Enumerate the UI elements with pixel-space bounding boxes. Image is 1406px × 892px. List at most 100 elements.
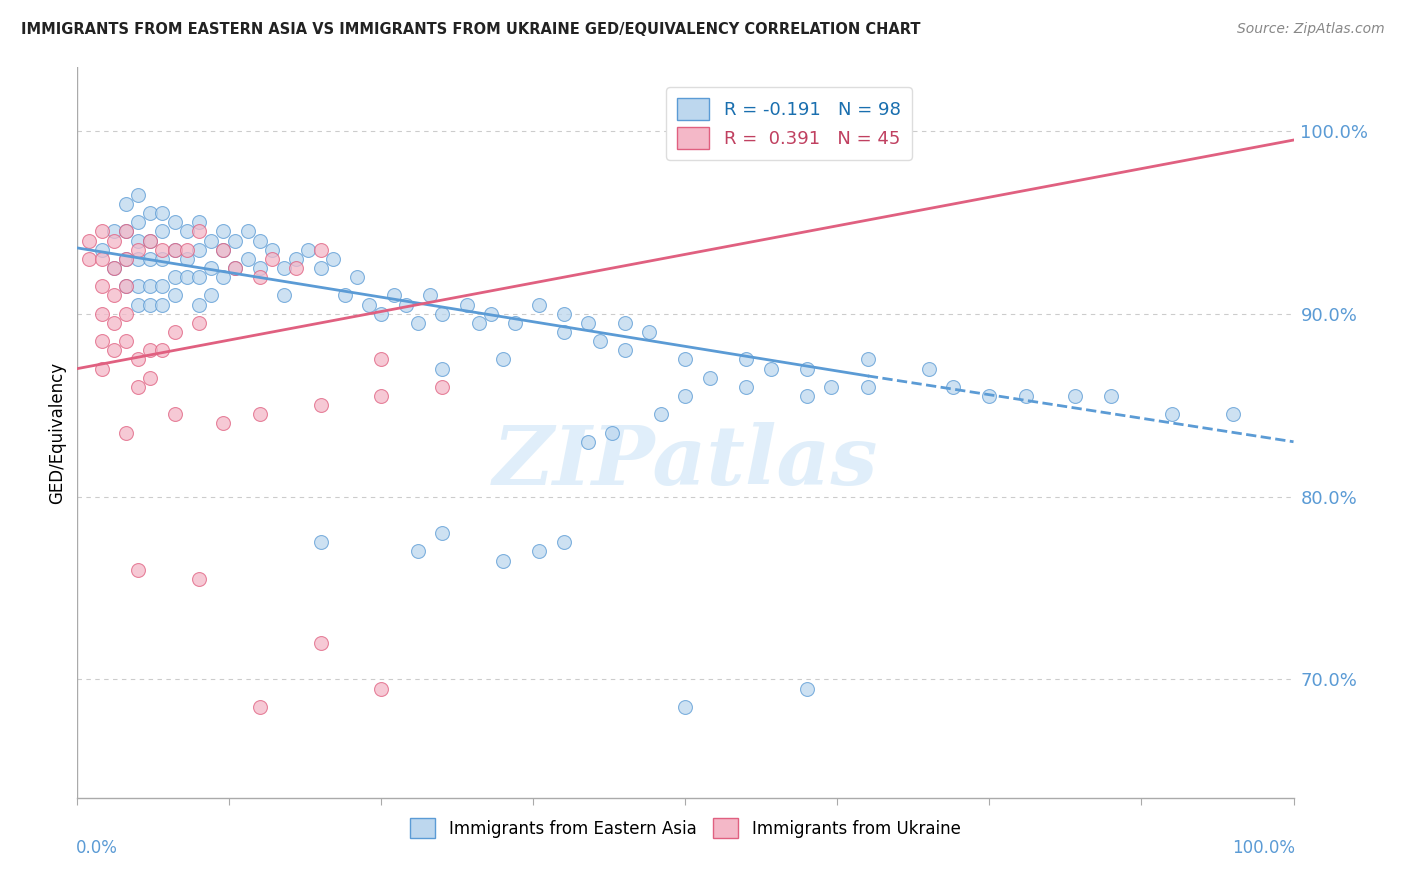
Point — [260, 252, 283, 266]
Point — [650, 407, 672, 421]
Point — [103, 316, 125, 330]
Point — [200, 260, 222, 275]
Point — [406, 316, 429, 330]
Point — [479, 307, 502, 321]
Point — [188, 243, 211, 257]
Point — [359, 297, 381, 311]
Point — [249, 260, 271, 275]
Point — [224, 260, 246, 275]
Point — [467, 316, 489, 330]
Point — [212, 417, 235, 431]
Point — [127, 252, 149, 266]
Point — [430, 361, 453, 376]
Point — [224, 260, 246, 275]
Point — [419, 288, 441, 302]
Point — [918, 361, 941, 376]
Point — [90, 334, 112, 348]
Point — [188, 270, 211, 285]
Point — [249, 407, 271, 421]
Point — [139, 279, 162, 293]
Point — [602, 425, 624, 440]
Point — [163, 215, 186, 229]
Point — [1063, 389, 1085, 403]
Point — [309, 243, 332, 257]
Point — [127, 380, 149, 394]
Point — [90, 279, 112, 293]
Point — [152, 224, 174, 238]
Point — [675, 699, 697, 714]
Point — [90, 252, 112, 266]
Point — [115, 425, 138, 440]
Point — [79, 234, 101, 248]
Point — [152, 206, 174, 220]
Point — [249, 234, 271, 248]
Point — [1099, 389, 1122, 403]
Point — [346, 270, 368, 285]
Point — [285, 260, 308, 275]
Point — [492, 553, 515, 567]
Point — [163, 288, 186, 302]
Point — [236, 224, 259, 238]
Point — [127, 215, 149, 229]
Point — [613, 343, 636, 358]
Point — [503, 316, 526, 330]
Point — [115, 279, 138, 293]
Point — [115, 252, 138, 266]
Point — [796, 361, 818, 376]
Point — [260, 243, 283, 257]
Point — [430, 307, 453, 321]
Point — [309, 398, 332, 412]
Point — [212, 243, 235, 257]
Point — [115, 224, 138, 238]
Point — [176, 243, 198, 257]
Point — [1222, 407, 1244, 421]
Point — [90, 224, 112, 238]
Point — [395, 297, 418, 311]
Point — [139, 343, 162, 358]
Point — [456, 297, 478, 311]
Point — [176, 270, 198, 285]
Point — [152, 343, 174, 358]
Point — [382, 288, 405, 302]
Point — [139, 234, 162, 248]
Point — [406, 544, 429, 558]
Point — [370, 352, 392, 367]
Point — [127, 234, 149, 248]
Point — [163, 270, 186, 285]
Point — [553, 307, 575, 321]
Point — [529, 297, 551, 311]
Point — [1161, 407, 1184, 421]
Y-axis label: GED/Equivalency: GED/Equivalency — [48, 361, 66, 504]
Point — [188, 224, 211, 238]
Point — [127, 352, 149, 367]
Point — [492, 352, 515, 367]
Text: ZIPatlas: ZIPatlas — [492, 422, 879, 502]
Point — [796, 681, 818, 696]
Point — [139, 252, 162, 266]
Point — [370, 389, 392, 403]
Text: Source: ZipAtlas.com: Source: ZipAtlas.com — [1237, 22, 1385, 37]
Point — [200, 288, 222, 302]
Point — [188, 316, 211, 330]
Text: 100.0%: 100.0% — [1232, 838, 1295, 856]
Point — [529, 544, 551, 558]
Point — [152, 297, 174, 311]
Text: 0.0%: 0.0% — [76, 838, 118, 856]
Point — [430, 380, 453, 394]
Point — [1015, 389, 1038, 403]
Point — [139, 234, 162, 248]
Point — [759, 361, 782, 376]
Point — [188, 572, 211, 586]
Point — [152, 243, 174, 257]
Point — [176, 224, 198, 238]
Point — [333, 288, 356, 302]
Point — [163, 243, 186, 257]
Point — [553, 535, 575, 549]
Point — [152, 279, 174, 293]
Legend: Immigrants from Eastern Asia, Immigrants from Ukraine: Immigrants from Eastern Asia, Immigrants… — [404, 811, 967, 845]
Point — [127, 243, 149, 257]
Point — [176, 252, 198, 266]
Point — [370, 681, 392, 696]
Point — [115, 307, 138, 321]
Point — [309, 535, 332, 549]
